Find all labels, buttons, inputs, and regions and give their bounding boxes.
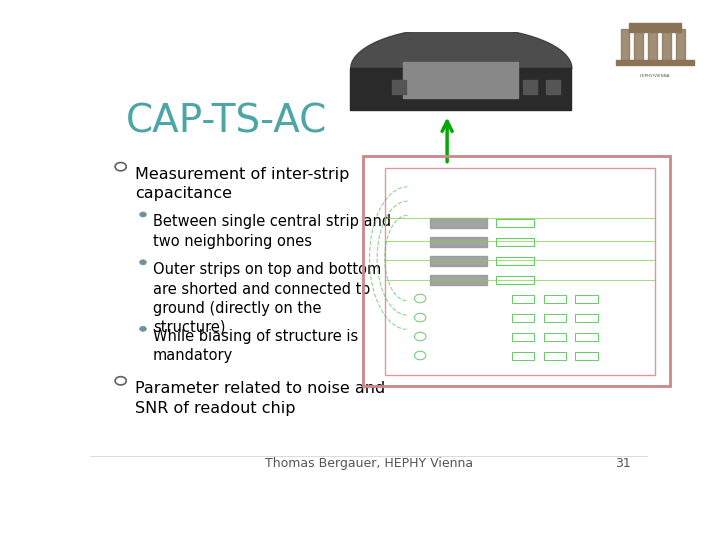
Bar (544, 333, 566, 341)
Bar (575, 333, 598, 341)
Text: Thomas Bergauer, HEPHY Vienna: Thomas Bergauer, HEPHY Vienna (265, 457, 473, 470)
Bar (616, 59, 694, 65)
Bar (512, 352, 534, 360)
Bar (430, 218, 487, 228)
Bar (496, 257, 534, 265)
Text: While biasing of structure is
mandatory: While biasing of structure is mandatory (153, 329, 359, 363)
Circle shape (115, 163, 126, 171)
Text: Outer strips on top and bottom
are shorted and connected to
ground (directly on : Outer strips on top and bottom are short… (153, 262, 382, 335)
Circle shape (140, 212, 146, 217)
Bar (496, 238, 534, 246)
Text: CAP-TS-AC: CAP-TS-AC (126, 102, 328, 140)
Text: HEPHY/VIENNA: HEPHY/VIENNA (640, 74, 670, 78)
Bar (496, 219, 534, 227)
Bar (430, 256, 487, 266)
Bar (523, 80, 537, 94)
Bar (546, 80, 560, 94)
Circle shape (140, 326, 146, 332)
Circle shape (140, 260, 146, 265)
Text: Between single central strip and
two neighboring ones: Between single central strip and two nei… (153, 214, 391, 249)
Bar (512, 295, 534, 303)
Bar (544, 352, 566, 360)
Bar (662, 29, 671, 62)
Circle shape (115, 377, 126, 385)
Bar (544, 295, 566, 303)
Text: Measurement of inter-strip
capacitance: Measurement of inter-strip capacitance (135, 167, 349, 201)
Bar (512, 333, 534, 341)
Bar (575, 352, 598, 360)
Bar (430, 275, 487, 286)
Bar (385, 168, 654, 375)
Bar (430, 237, 487, 247)
Bar (634, 29, 643, 62)
Bar (392, 80, 405, 94)
Bar (512, 314, 534, 322)
Text: 31: 31 (616, 457, 631, 470)
Bar (575, 314, 598, 322)
Bar (496, 276, 534, 284)
Bar (629, 23, 681, 32)
Text: Parameter related to noise and
SNR of readout chip: Parameter related to noise and SNR of re… (135, 381, 385, 416)
Bar (575, 295, 598, 303)
Bar (403, 62, 518, 98)
Bar (544, 314, 566, 322)
Bar (621, 29, 629, 62)
Bar (648, 29, 657, 62)
Bar (676, 29, 685, 62)
